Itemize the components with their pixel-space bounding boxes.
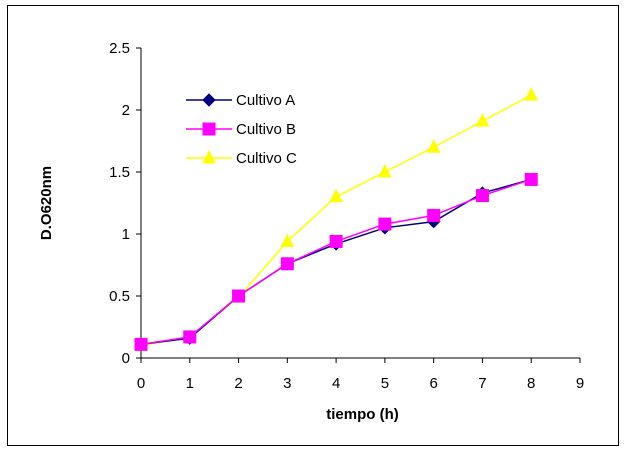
legend-label: Cultivo A (236, 92, 295, 109)
series-line (140, 178, 532, 346)
data-point (280, 233, 295, 247)
axes (140, 48, 580, 359)
data-point (183, 330, 197, 344)
y-axis-title: D.O620nm (38, 166, 55, 240)
legend-marker (202, 149, 216, 164)
series-cultivo-c (134, 87, 539, 352)
data-point (524, 87, 539, 101)
x-tick-label: 4 (332, 375, 340, 392)
data-point (134, 337, 148, 351)
x-tick-label: 7 (478, 375, 486, 392)
y-ticks: 0 0.5 1 1.5 2 2.5 (109, 40, 141, 367)
legend-marker (202, 122, 216, 136)
y-tick-label: 1 (122, 226, 130, 243)
y-tick-label: 0 (122, 350, 130, 367)
data-point (378, 163, 392, 178)
x-tick-label: 1 (186, 375, 194, 392)
legend-item: Cultivo A (186, 92, 295, 109)
data-point (475, 189, 489, 203)
x-axis-title: tiempo (h) (326, 406, 399, 423)
legend-marker (202, 93, 216, 107)
x-tick-label: 3 (283, 375, 291, 392)
series-line (140, 94, 532, 347)
y-tick-label: 1.5 (109, 164, 130, 181)
x-tick-label: 0 (137, 375, 145, 392)
series-line (140, 178, 532, 346)
data-point (232, 289, 246, 303)
data-point (524, 172, 538, 186)
series-cultivo-b (134, 172, 538, 351)
x-tick-label: 5 (381, 375, 389, 392)
data-point (475, 113, 490, 127)
data-point (329, 234, 343, 248)
y-tick-label: 0.5 (109, 288, 130, 305)
data-point (426, 139, 441, 153)
data-point (280, 257, 294, 271)
x-tick-label: 2 (234, 375, 242, 392)
x-tick-label: 8 (527, 375, 535, 392)
x-tick-label: 6 (429, 375, 437, 392)
legend-item: Cultivo C (186, 149, 297, 167)
legend-item: Cultivo B (186, 121, 296, 138)
x-ticks: 0 1 2 3 4 5 6 7 8 9 (137, 358, 584, 392)
x-tick-label: 9 (576, 375, 584, 392)
y-tick-label: 2 (122, 102, 130, 119)
data-point (427, 208, 441, 222)
legend-label: Cultivo C (236, 150, 297, 167)
data-point (378, 217, 392, 231)
legend: Cultivo A Cultivo B Cultivo C (186, 92, 297, 167)
series-group (134, 87, 539, 352)
chart-frame (7, 5, 619, 446)
y-tick-label: 2.5 (109, 40, 130, 57)
data-point (329, 188, 343, 203)
legend-label: Cultivo B (236, 121, 296, 138)
